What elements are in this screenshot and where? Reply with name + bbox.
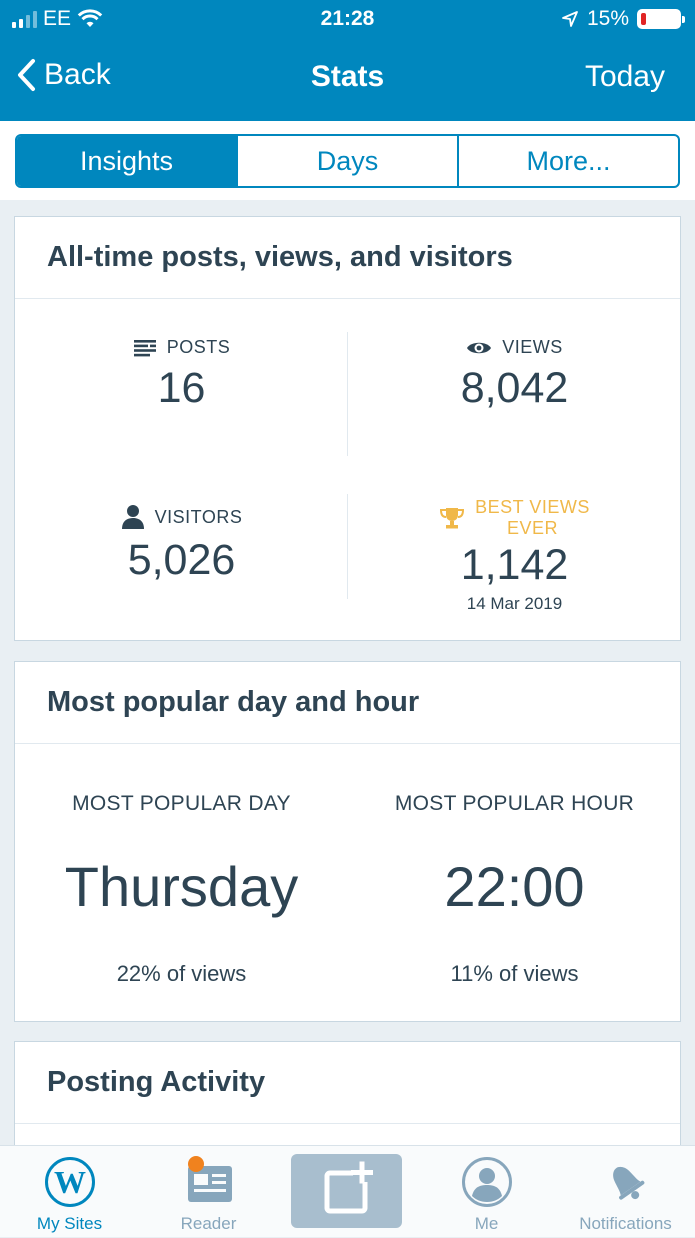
popular-day-value: Thursday [64, 855, 299, 918]
posting-activity-title: Posting Activity [15, 1042, 680, 1124]
best-views-label-row: BEST VIEWS EVER [348, 497, 681, 539]
battery-percent: 15% [586, 7, 629, 30]
popular-hour-value: 22:00 [444, 855, 585, 918]
posts-label: POSTS [166, 337, 231, 357]
tab-reader-label: Reader [180, 1214, 237, 1233]
battery-fill [641, 13, 646, 25]
posts-label-row: POSTS [15, 337, 348, 358]
eye-icon [467, 342, 492, 353]
popular-day: MOST POPULAR DAY Thursday 22% of views [15, 792, 348, 987]
best-views-date: 14 Mar 2019 [466, 594, 563, 613]
location-arrow-icon [562, 11, 578, 27]
popular-day-percent: 22% of views [116, 961, 247, 986]
new-post-icon [324, 1161, 373, 1214]
status-bar: EE 21:28 15% [0, 0, 695, 40]
tab-my-sites[interactable]: W My Sites [0, 1146, 139, 1238]
all-time-title: All-time posts, views, and visitors [15, 217, 680, 299]
new-post-button[interactable] [291, 1154, 402, 1228]
visitors-value: 5,026 [127, 536, 236, 584]
battery-icon [637, 9, 685, 29]
tab-me-label: Me [474, 1214, 499, 1233]
posting-activity-card: Posting Activity [14, 1041, 681, 1161]
best-views-label: BEST VIEWS EVER [475, 497, 590, 539]
reader-icon [187, 1156, 232, 1202]
me-icon [461, 1157, 512, 1207]
best-views-stat[interactable]: BEST VIEWS EVER 1,142 14 Mar 2019 [348, 497, 681, 614]
page-title: Stats [310, 60, 385, 93]
wordpress-icon: W [44, 1157, 95, 1207]
reader-badge [187, 1156, 204, 1172]
posts-stat[interactable]: POSTS 16 [15, 337, 348, 413]
most-popular-body: MOST POPULAR DAY Thursday 22% of views M… [15, 744, 680, 1022]
visitors-label: VISITORS [154, 506, 243, 527]
person-icon [121, 505, 144, 529]
back-label: Back [44, 58, 111, 91]
posts-value: 16 [157, 364, 206, 412]
posts-icon [133, 339, 156, 356]
views-stat[interactable]: VIEWS 8,042 [348, 337, 681, 413]
top-bar: EE 21:28 15% Back Stats Today [0, 0, 695, 121]
segment-days[interactable]: Days [238, 136, 459, 186]
best-views-value: 1,142 [460, 541, 569, 589]
tab-me[interactable]: Me [417, 1146, 556, 1238]
tab-notifications-label: Notifications [579, 1214, 672, 1233]
popular-hour: MOST POPULAR HOUR 22:00 11% of views [348, 792, 681, 987]
views-label-row: VIEWS [348, 337, 681, 358]
trophy-icon [440, 508, 465, 529]
visitors-stat[interactable]: VISITORS 5,026 [15, 504, 348, 585]
signal-icon [12, 10, 37, 28]
tab-notifications[interactable]: Notifications [556, 1146, 695, 1238]
most-popular-card: Most popular day and hour MOST POPULAR D… [14, 661, 681, 1022]
visitors-label-row: VISITORS [15, 504, 348, 530]
clock: 21:28 [320, 7, 375, 30]
status-right: 15% [561, 7, 685, 31]
tab-bar: W My Sites Reader Me [0, 1145, 695, 1237]
status-left: EE [12, 7, 103, 31]
segment-container: Insights Days More... [0, 121, 695, 200]
segment-more[interactable]: More... [526, 145, 611, 176]
popular-hour-label: MOST POPULAR HOUR [394, 792, 635, 815]
svg-text:W: W [54, 1164, 86, 1200]
bell-icon [612, 1166, 644, 1200]
divider [347, 332, 348, 456]
tab-reader[interactable]: Reader [139, 1146, 278, 1238]
tab-my-sites-label: My Sites [36, 1214, 103, 1233]
most-popular-title: Most popular day and hour [15, 662, 680, 744]
best-views-label-line2: EVER [506, 518, 558, 538]
best-views-label-line1: BEST VIEWS [475, 497, 590, 517]
nav-bar: Back Stats Today [0, 52, 695, 106]
divider [347, 494, 348, 599]
back-button[interactable]: Back [16, 58, 111, 92]
all-time-grid: POSTS 16 VIEWS 8,042 VISITORS [15, 299, 680, 641]
today-button[interactable]: Today [584, 60, 665, 93]
segmented-control: Insights Days More... [15, 134, 680, 188]
segment-insights[interactable]: Insights [17, 136, 238, 186]
carrier-label: EE [43, 7, 72, 30]
popular-day-label: MOST POPULAR DAY [72, 792, 291, 815]
chevron-left-icon [18, 59, 35, 91]
views-value: 8,042 [460, 364, 569, 412]
popular-hour-percent: 11% of views [450, 961, 579, 986]
all-time-card: All-time posts, views, and visitors POST… [14, 216, 681, 641]
views-label: VIEWS [502, 337, 563, 357]
wifi-icon [77, 9, 103, 27]
